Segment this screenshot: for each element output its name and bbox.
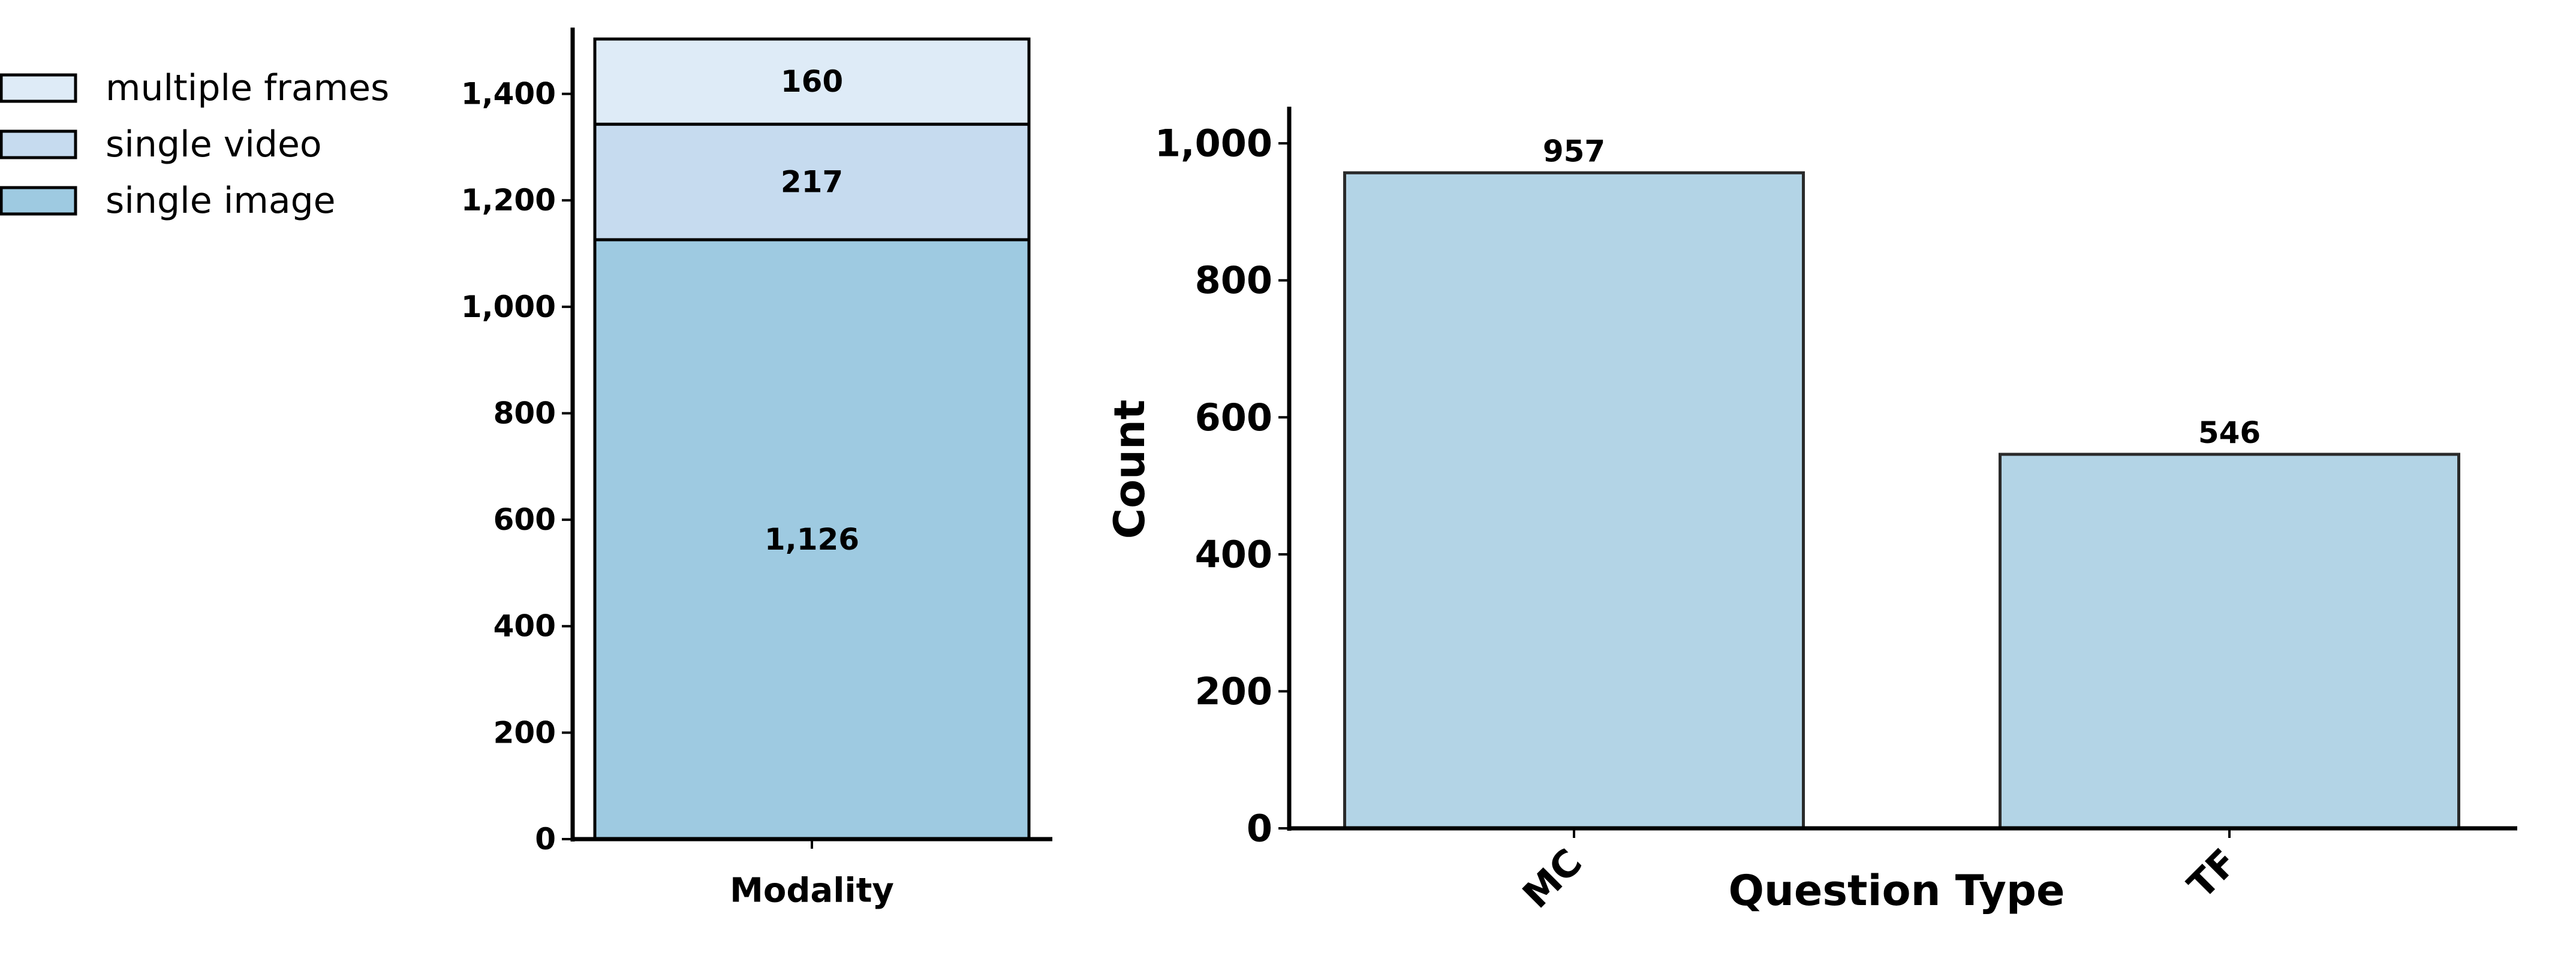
legend-swatch (0, 129, 77, 159)
legend-swatch (0, 186, 77, 216)
x-tick-label: TF (2179, 840, 2246, 907)
y-tick-label: 800 (493, 396, 556, 430)
y-tick-label: 400 (493, 609, 556, 644)
y-tick-label: 0 (535, 822, 556, 857)
x-tick-label: MC (1514, 840, 1590, 916)
legend-label: single image (106, 180, 336, 222)
stacked-bar-segment (593, 122, 1031, 242)
y-tick-label: 200 (1195, 669, 1272, 713)
y-tick-label: 200 (493, 715, 556, 750)
x-tick-label: Modality (730, 871, 894, 910)
bar-value-label: 546 (2198, 415, 2261, 450)
stacked-bar-segment (593, 238, 1031, 841)
y-tick-label: 600 (493, 502, 556, 537)
legend-swatch (0, 73, 77, 103)
y-tick-label: 800 (1195, 258, 1272, 302)
segment-value-label: 160 (781, 64, 843, 99)
bar (1999, 453, 2460, 830)
y-tick-label: 1,400 (461, 77, 556, 111)
segment-value-label: 217 (781, 165, 843, 200)
bar-value-label: 957 (1543, 134, 1605, 168)
y-tick-label: 1,000 (1155, 122, 1272, 165)
y-tick-label: 1,000 (461, 289, 556, 324)
y-tick-label: 600 (1195, 396, 1272, 439)
stacked-bar-segment (593, 37, 1031, 126)
legend-label: single video (106, 123, 322, 165)
x-axis-title: Question Type (1729, 866, 2065, 915)
y-tick-label: 1,200 (461, 183, 556, 218)
legend-label: multiple frames (106, 67, 389, 109)
y-tick-label: 400 (1195, 532, 1272, 576)
segment-value-label: 1,126 (765, 522, 859, 557)
y-axis-title: Count (1105, 400, 1154, 539)
y-tick-label: 0 (1247, 807, 1272, 851)
bar (1343, 171, 1805, 830)
